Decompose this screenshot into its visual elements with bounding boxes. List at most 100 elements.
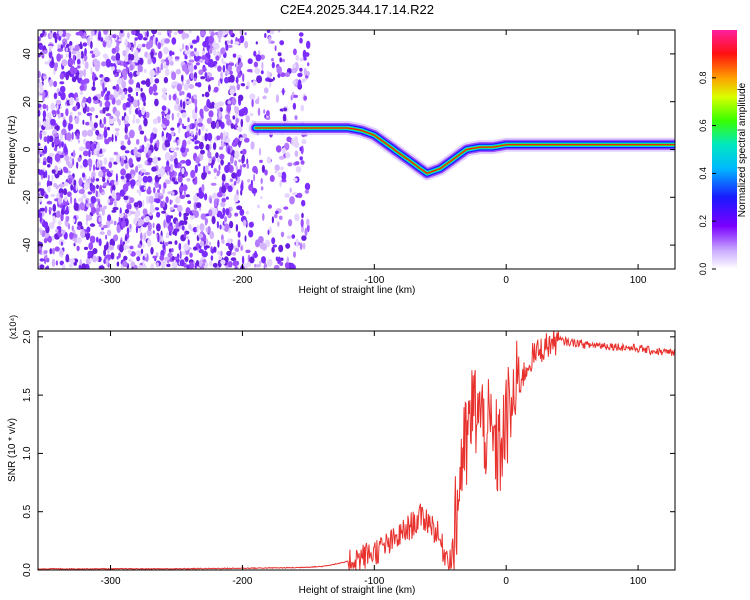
y-tick-label: -40 [22, 237, 33, 252]
noise-speckle [85, 199, 88, 204]
noise-speckle [210, 255, 214, 261]
noise-speckle [194, 97, 198, 107]
noise-speckle [50, 159, 53, 165]
noise-speckle [188, 59, 195, 63]
noise-speckle [155, 252, 159, 258]
noise-speckle [227, 100, 231, 105]
noise-speckle [234, 106, 240, 114]
noise-speckle [199, 58, 204, 63]
noise-speckle [156, 139, 160, 148]
noise-speckle [66, 132, 72, 141]
noise-speckle [166, 160, 170, 168]
noise-speckle [171, 248, 174, 253]
noise-speckle [50, 193, 56, 198]
noise-speckle [219, 214, 225, 219]
noise-speckle [73, 179, 77, 187]
noise-speckle [301, 235, 307, 241]
noise-speckle [75, 183, 78, 191]
noise-speckle [98, 238, 102, 247]
noise-speckle [235, 122, 238, 130]
noise-speckle [184, 55, 188, 60]
noise-speckle [212, 262, 218, 268]
noise-speckle [150, 263, 154, 269]
noise-speckle [193, 246, 198, 251]
noise-speckle [265, 266, 268, 269]
noise-speckle [133, 202, 139, 208]
noise-speckle [129, 179, 136, 187]
noise-speckle [303, 56, 307, 61]
noise-speckle [269, 80, 272, 88]
noise-speckle [147, 238, 152, 247]
noise-speckle [129, 169, 136, 178]
noise-speckle [42, 110, 47, 119]
noise-speckle [249, 113, 254, 117]
noise-speckle [300, 104, 305, 112]
noise-speckle [216, 135, 221, 140]
noise-speckle [119, 244, 124, 253]
noise-speckle [126, 227, 130, 235]
noise-speckle [154, 78, 160, 84]
noise-speckle [120, 157, 125, 167]
noise-speckle [307, 62, 310, 67]
noise-speckle [306, 218, 310, 226]
noise-speckle [154, 98, 159, 107]
noise-speckle [292, 64, 297, 69]
noise-speckle [38, 181, 41, 187]
noise-speckle [204, 218, 209, 225]
noise-speckle [82, 158, 89, 168]
noise-speckle [49, 32, 53, 39]
noise-speckle [193, 179, 198, 185]
noise-speckle [134, 37, 138, 41]
noise-speckle [122, 260, 128, 268]
noise-speckle [223, 223, 230, 232]
noise-speckle [188, 136, 194, 140]
noise-speckle [102, 107, 106, 114]
colorbar-label: Normalized spectral amplitude [737, 82, 748, 217]
noise-speckle [121, 220, 126, 228]
noise-speckle [183, 243, 190, 251]
noise-speckle [48, 135, 54, 143]
noise-speckle [61, 128, 67, 136]
noise-speckle [120, 175, 125, 180]
noise-speckle [59, 81, 65, 85]
noise-speckle [221, 185, 227, 194]
colorbar-gradient [712, 30, 737, 269]
noise-speckle [245, 115, 250, 123]
noise-speckle [99, 206, 104, 212]
noise-speckle [107, 126, 110, 131]
noise-speckle [89, 223, 96, 227]
noise-speckle [69, 96, 74, 106]
noise-speckle [295, 54, 299, 62]
noise-speckle [216, 221, 219, 229]
noise-speckle [207, 226, 211, 234]
noise-speckle [106, 229, 112, 236]
noise-speckle [271, 57, 274, 62]
noise-speckle [269, 175, 275, 182]
noise-speckle [120, 168, 126, 176]
noise-speckle [104, 138, 110, 145]
noise-speckle [135, 209, 141, 218]
y-tick-label: 2.0 [22, 329, 33, 343]
noise-speckle [153, 187, 156, 194]
noise-speckle [164, 241, 169, 247]
noise-speckle [99, 184, 103, 194]
noise-speckle [238, 143, 241, 148]
noise-speckle [129, 224, 132, 229]
noise-speckle [38, 142, 41, 147]
noise-speckle [128, 43, 132, 48]
x-tick-label: -200 [232, 576, 252, 587]
noise-speckle [54, 153, 61, 163]
noise-speckle [213, 60, 218, 65]
noise-speckle [198, 233, 204, 239]
noise-speckle [216, 50, 220, 57]
snr-ylabel: SNR (10 * v/v) [7, 418, 18, 482]
noise-speckle [115, 131, 119, 137]
noise-speckle [133, 264, 138, 269]
noise-speckle [196, 266, 200, 269]
noise-speckle [135, 138, 140, 145]
noise-speckle [193, 77, 197, 82]
noise-speckle [185, 159, 192, 167]
noise-speckle [224, 164, 230, 174]
noise-speckle [145, 111, 150, 119]
noise-speckle [61, 141, 64, 148]
